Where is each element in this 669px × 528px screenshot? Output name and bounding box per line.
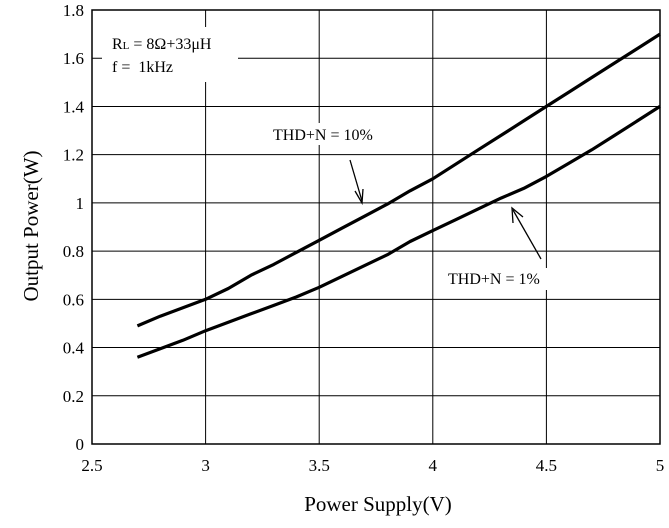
x-tick-label: 5 — [656, 456, 665, 475]
x-tick-label: 3 — [201, 456, 210, 475]
y-tick-label: 0.6 — [63, 290, 84, 309]
conditions-box — [102, 27, 238, 82]
condition-load-value: = 8Ω+33μH — [129, 36, 212, 53]
series-line-thd-1 — [136, 105, 661, 359]
y-tick-label: 1.2 — [63, 146, 84, 165]
x-axis-title: Power Supply(V) — [304, 492, 452, 516]
annotation-10-arrow-head — [354, 188, 364, 206]
y-tick-label: 0 — [76, 435, 85, 454]
curves — [136, 32, 661, 359]
y-tick-label: 0.8 — [63, 242, 84, 261]
y-tick-label: 1.8 — [63, 1, 84, 20]
condition-load-sub: L — [123, 40, 130, 52]
plot-frame — [91, 9, 661, 445]
y-tick-label: 1 — [76, 194, 85, 213]
annotation-10-bg — [268, 123, 391, 145]
y-tick-label: 0.4 — [63, 339, 85, 358]
annotation-1-arrow-line — [512, 209, 542, 260]
x-tick-label: 3.5 — [309, 456, 330, 475]
condition-load: RL = 8Ω+33μH — [112, 36, 212, 53]
annotation-10-label: THD+N = 10% — [273, 127, 373, 144]
tick-labels: 0 0.2 0.4 0.6 0.8 1 1.2 1.4 1.6 1.8 2.5 3 3.5 4 4.5 5 — [63, 1, 665, 475]
condition-frequency: f = 1kHz — [112, 59, 173, 76]
annotation-1-arrow-head — [511, 206, 524, 224]
annotation-10-arrow-line — [349, 159, 363, 202]
y-tick-label: 0.2 — [63, 387, 84, 406]
condition-load-r: R — [112, 36, 123, 53]
x-tick-label: 4.5 — [536, 456, 557, 475]
y-tick-label: 1.4 — [63, 97, 85, 116]
x-tick-label: 2.5 — [81, 456, 102, 475]
annotation-1-bg — [444, 268, 566, 290]
y-axis-title: Output Power(W) — [19, 150, 43, 301]
annotation-1-label: THD+N = 1% — [448, 271, 540, 288]
series-line-thd-10 — [136, 32, 661, 328]
x-tick-label: 4 — [429, 456, 438, 475]
y-tick-label: 1.6 — [63, 49, 84, 68]
